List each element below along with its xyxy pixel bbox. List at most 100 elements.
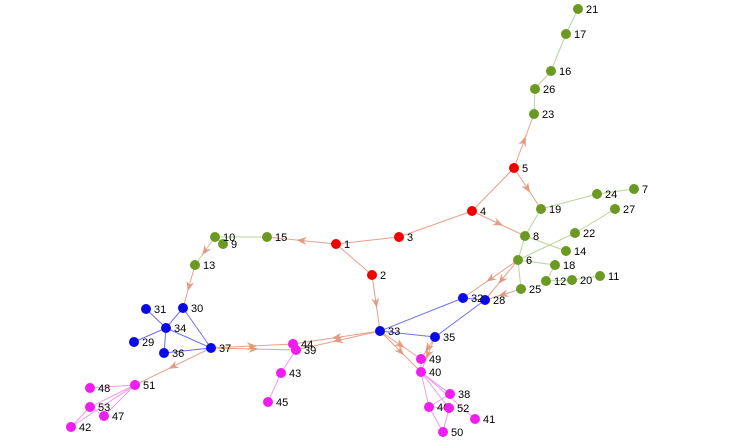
node-45[interactable]: 45	[263, 397, 288, 409]
node-dot-18[interactable]	[550, 260, 560, 270]
node-dot-42[interactable]	[66, 422, 76, 432]
node-dot-49[interactable]	[416, 354, 426, 364]
node-dot-44[interactable]	[288, 339, 298, 349]
node-23[interactable]: 23	[529, 109, 554, 121]
node-51[interactable]: 51	[130, 380, 155, 392]
node-dot-33[interactable]	[375, 326, 385, 336]
node-10[interactable]: 10	[210, 232, 235, 244]
node-6[interactable]: 6	[513, 255, 532, 267]
node-47[interactable]: 47	[99, 411, 124, 423]
node-36[interactable]: 36	[159, 348, 184, 360]
node-dot-48[interactable]	[85, 383, 95, 393]
node-32[interactable]: 32	[458, 293, 483, 305]
node-13[interactable]: 13	[190, 260, 215, 272]
node-dot-19[interactable]	[536, 204, 546, 214]
node-22[interactable]: 22	[570, 228, 595, 240]
node-dot-11[interactable]	[595, 271, 605, 281]
node-49[interactable]: 49	[416, 354, 441, 366]
node-40[interactable]: 40	[416, 367, 441, 379]
node-38[interactable]: 38	[445, 389, 470, 401]
node-dot-9[interactable]	[218, 239, 228, 249]
node-28[interactable]: 28	[480, 295, 505, 307]
node-dot-35[interactable]	[430, 332, 440, 342]
node-dot-24[interactable]	[592, 189, 602, 199]
node-dot-15[interactable]	[262, 232, 272, 242]
node-52[interactable]: 52	[444, 403, 469, 415]
node-18[interactable]: 18	[550, 260, 575, 272]
node-25[interactable]: 25	[516, 284, 541, 296]
node-dot-31[interactable]	[141, 304, 151, 314]
node-dot-21[interactable]	[573, 4, 583, 14]
node-48[interactable]: 48	[85, 383, 110, 395]
node-dot-28[interactable]	[480, 295, 490, 305]
node-1[interactable]: 1	[331, 239, 350, 251]
node-dot-16[interactable]	[546, 66, 556, 76]
node-dot-45[interactable]	[263, 397, 273, 407]
node-26[interactable]: 26	[530, 84, 555, 96]
node-3[interactable]: 3	[394, 232, 413, 244]
node-11[interactable]: 11	[595, 271, 619, 283]
node-dot-23[interactable]	[529, 109, 539, 119]
node-17[interactable]: 17	[561, 29, 586, 41]
node-50[interactable]: 50	[438, 427, 463, 439]
node-8[interactable]: 8	[520, 231, 539, 243]
node-7[interactable]: 7	[629, 184, 648, 196]
node-dot-32[interactable]	[458, 293, 468, 303]
node-20[interactable]: 20	[567, 275, 592, 287]
node-42[interactable]: 42	[66, 422, 91, 434]
node-12[interactable]: 12	[541, 276, 566, 288]
node-dot-27[interactable]	[610, 204, 620, 214]
node-dot-41[interactable]	[470, 414, 480, 424]
node-dot-8[interactable]	[520, 231, 530, 241]
node-19[interactable]: 19	[536, 204, 561, 216]
node-9[interactable]: 9	[218, 239, 237, 251]
node-33[interactable]: 33	[375, 326, 400, 338]
node-37[interactable]: 37	[206, 343, 231, 355]
node-dot-30[interactable]	[178, 303, 188, 313]
node-dot-51[interactable]	[130, 380, 140, 390]
node-27[interactable]: 27	[610, 204, 635, 216]
node-41[interactable]: 41	[470, 414, 495, 426]
node-dot-50[interactable]	[438, 427, 448, 437]
node-dot-47[interactable]	[99, 411, 109, 421]
node-dot-13[interactable]	[190, 260, 200, 270]
node-4[interactable]: 4	[467, 206, 486, 218]
node-dot-36[interactable]	[159, 348, 169, 358]
node-dot-7[interactable]	[629, 184, 639, 194]
node-dot-20[interactable]	[567, 275, 577, 285]
node-dot-10[interactable]	[210, 232, 220, 242]
node-dot-37[interactable]	[206, 343, 216, 353]
node-dot-25[interactable]	[516, 284, 526, 294]
node-43[interactable]: 43	[276, 368, 301, 380]
node-dot-46[interactable]	[424, 402, 434, 412]
node-14[interactable]: 14	[561, 246, 586, 258]
node-35[interactable]: 35	[430, 332, 455, 344]
node-dot-34[interactable]	[161, 323, 171, 333]
node-31[interactable]: 31	[141, 304, 166, 316]
node-dot-4[interactable]	[467, 206, 477, 216]
node-dot-22[interactable]	[570, 228, 580, 238]
node-53[interactable]: 53	[85, 402, 110, 414]
node-dot-1[interactable]	[331, 239, 341, 249]
node-30[interactable]: 30	[178, 303, 203, 315]
node-21[interactable]: 21	[573, 4, 598, 16]
node-24[interactable]: 24	[592, 189, 617, 201]
node-44[interactable]: 44	[288, 339, 313, 351]
node-dot-26[interactable]	[530, 84, 540, 94]
node-dot-2[interactable]	[367, 270, 377, 280]
node-dot-52[interactable]	[444, 403, 454, 413]
node-15[interactable]: 15	[262, 232, 287, 244]
node-16[interactable]: 16	[546, 66, 571, 78]
node-dot-14[interactable]	[561, 246, 571, 256]
node-dot-43[interactable]	[276, 368, 286, 378]
node-dot-6[interactable]	[513, 255, 523, 265]
node-dot-12[interactable]	[541, 276, 551, 286]
node-34[interactable]: 34	[161, 323, 186, 335]
node-5[interactable]: 5	[509, 163, 528, 175]
node-dot-38[interactable]	[445, 389, 455, 399]
node-29[interactable]: 29	[129, 337, 154, 349]
node-dot-29[interactable]	[129, 337, 139, 347]
node-dot-53[interactable]	[85, 402, 95, 412]
node-dot-5[interactable]	[509, 163, 519, 173]
node-dot-17[interactable]	[561, 29, 571, 39]
